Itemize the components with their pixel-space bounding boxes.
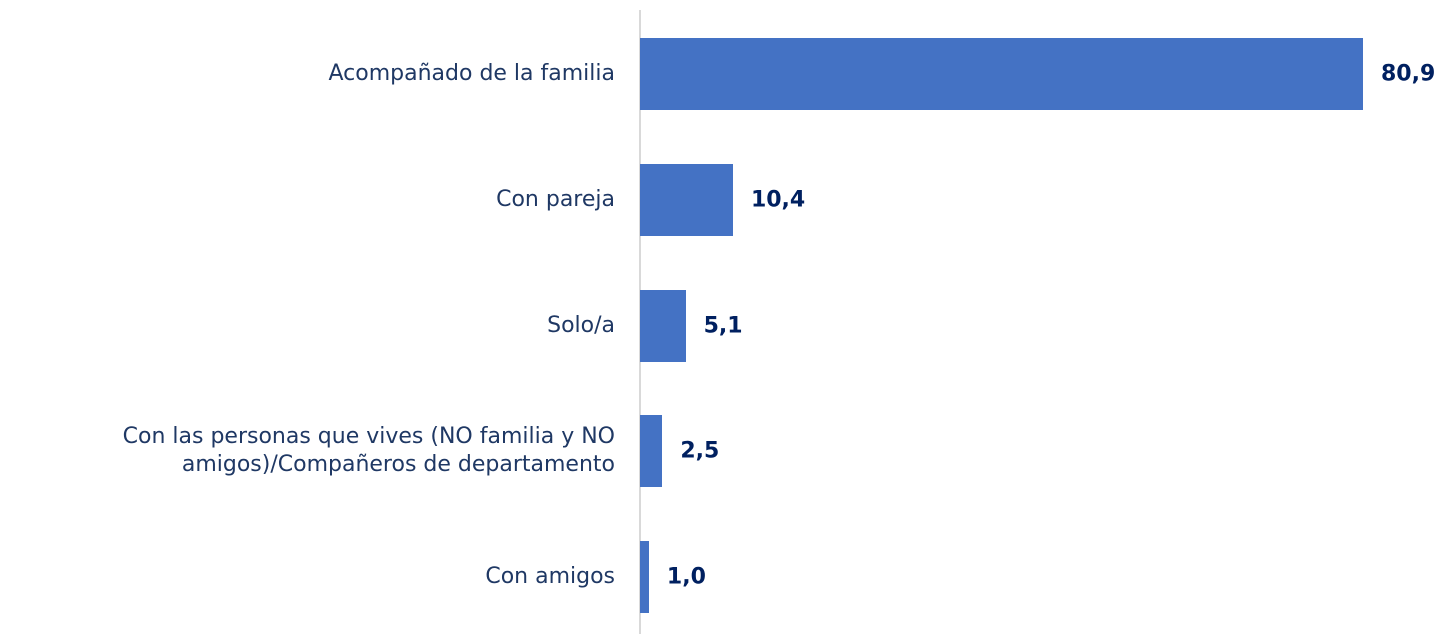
bar <box>640 289 686 362</box>
value-label: 5,1 <box>703 313 743 338</box>
value-label: 2,5 <box>680 438 720 464</box>
category-label: Acompañado de la familia <box>328 61 616 86</box>
category-label: Con las personas que vives (NO familia y… <box>122 424 615 478</box>
category-label: Con amigos <box>485 564 615 589</box>
category-label: Solo/a <box>547 312 615 338</box>
value-label: 1,0 <box>666 564 706 590</box>
bar <box>640 38 1363 110</box>
category-label: Con pareja <box>496 186 615 212</box>
value-label: 80,9 <box>1381 61 1436 87</box>
bar <box>640 163 733 236</box>
bar <box>640 541 649 613</box>
value-label: 10,4 <box>750 187 806 213</box>
bar <box>640 415 663 488</box>
